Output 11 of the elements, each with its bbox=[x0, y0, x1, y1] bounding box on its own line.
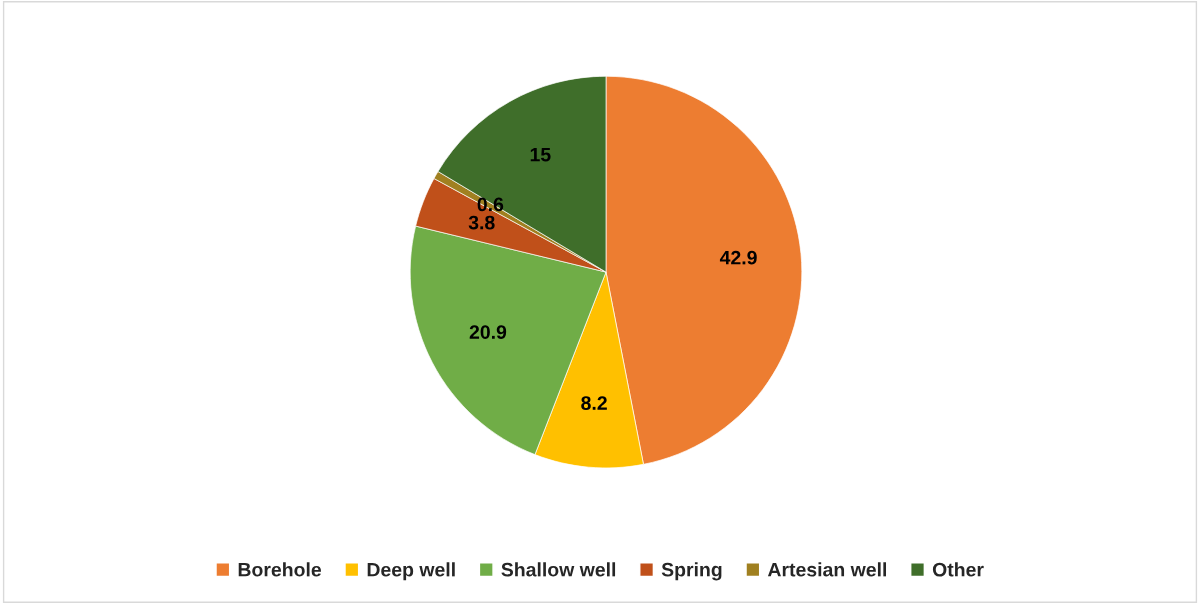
legend-label: Shallow well bbox=[501, 562, 616, 577]
legend-label: Borehole bbox=[238, 562, 322, 577]
data-label: 3.8 bbox=[468, 215, 495, 230]
data-label: 8.2 bbox=[581, 396, 607, 410]
data-label: 42.9 bbox=[719, 250, 757, 265]
legend-label: Other bbox=[932, 562, 984, 577]
data-label: 15 bbox=[530, 147, 551, 162]
legend-label: Deep well bbox=[367, 562, 455, 581]
legend-label: Artesian well bbox=[767, 562, 887, 577]
legend-label: Spring bbox=[661, 562, 722, 581]
data-label: 20.9 bbox=[469, 325, 507, 339]
